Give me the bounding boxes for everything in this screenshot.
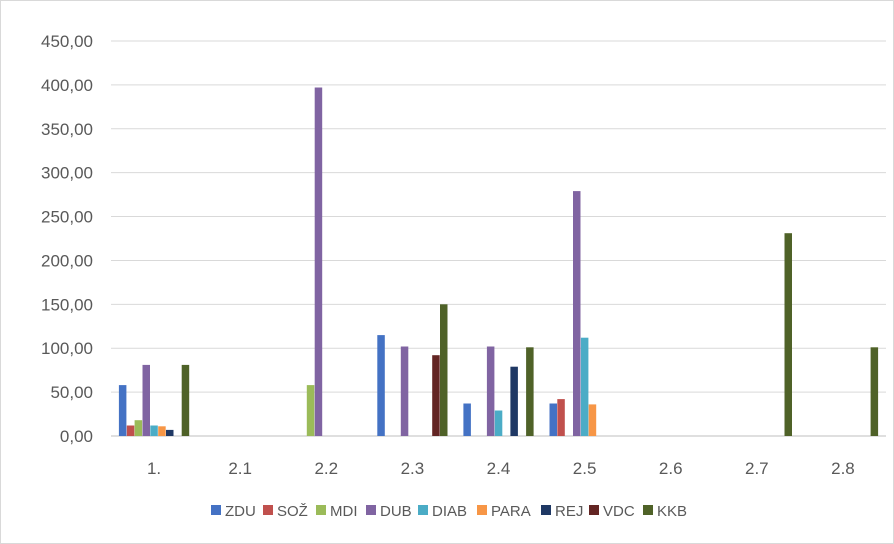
- x-tick-label: 2.8: [831, 459, 855, 478]
- bars: [118, 87, 879, 436]
- gridlines: [111, 40, 886, 437]
- bar-mdi-0: [134, 420, 143, 436]
- legend-swatch-diab: [418, 505, 428, 515]
- bar-rej-0: [166, 429, 174, 436]
- legend-swatch-rej: [541, 505, 551, 515]
- legend-label-sož: SOŽ: [277, 503, 308, 520]
- x-tick-label: 2.5: [573, 459, 597, 478]
- x-tick-label: 2.1: [228, 459, 252, 478]
- y-axis-ticks: 0,00 50,00 100,00 150,00 200,00 250,00 300,00 3…: [41, 32, 93, 446]
- x-tick-label: 2.4: [487, 459, 511, 478]
- bar-dub-0: [142, 364, 150, 436]
- bar-zdu-4: [463, 403, 471, 436]
- legend-label-rej: REJ: [555, 503, 583, 520]
- legend: ZDU SOŽ MDI DUB DIAB PARA REJ VDC KKB: [211, 503, 687, 520]
- legend-swatch-mdi: [316, 505, 326, 515]
- bar-para-0: [158, 426, 166, 436]
- x-tick-label: 2.3: [401, 459, 425, 478]
- y-tick-label: 350,00: [41, 120, 93, 139]
- bar-kkb-8: [870, 347, 879, 436]
- legend-swatch-vdc: [589, 505, 599, 515]
- bar-kkb-3: [440, 304, 448, 436]
- y-tick-label: 50,00: [50, 383, 93, 402]
- bar-sož-5: [557, 399, 565, 436]
- legend-swatch-para: [477, 505, 487, 515]
- x-tick-label: 1.: [147, 459, 161, 478]
- bar-dub-5: [573, 191, 581, 436]
- legend-label-kkb: KKB: [657, 503, 687, 520]
- x-tick-label: 2.7: [745, 459, 769, 478]
- bar-mdi-2: [306, 385, 315, 436]
- bar-dub-3: [400, 346, 409, 436]
- y-tick-label: 200,00: [41, 251, 93, 270]
- legend-swatch-kkb: [643, 505, 653, 515]
- y-tick-label: 450,00: [41, 32, 93, 51]
- y-tick-label: 100,00: [41, 339, 93, 358]
- legend-label-dub: DUB: [380, 503, 412, 520]
- y-tick-label: 0,00: [60, 427, 93, 446]
- legend-label-vdc: VDC: [603, 503, 635, 520]
- bar-dub-2: [314, 87, 323, 436]
- bar-zdu-5: [549, 403, 557, 436]
- bar-rej-4: [510, 366, 518, 436]
- y-tick-label: 400,00: [41, 76, 93, 95]
- x-axis-ticks: 1. 2.1 2.2 2.3 2.4 2.5 2.6 2.7 2.8: [147, 459, 855, 478]
- x-tick-label: 2.6: [659, 459, 683, 478]
- legend-swatch-zdu: [211, 505, 221, 515]
- bar-vdc-3: [432, 355, 440, 436]
- legend-label-mdi: MDI: [330, 503, 358, 520]
- bar-para-5: [588, 404, 597, 436]
- legend-swatch-sož: [263, 505, 273, 515]
- bar-kkb-7: [784, 233, 792, 436]
- x-tick-label: 2.2: [314, 459, 338, 478]
- bar-diab-4: [494, 410, 503, 436]
- bar-dub-4: [486, 346, 495, 436]
- legend-label-para: PARA: [491, 503, 531, 520]
- y-tick-label: 250,00: [41, 208, 93, 227]
- bar-kkb-4: [526, 347, 534, 436]
- legend-swatch-dub: [366, 505, 376, 515]
- bar-zdu-3: [377, 335, 385, 436]
- legend-label-diab: DIAB: [432, 503, 467, 520]
- bar-diab-0: [150, 425, 158, 436]
- bar-zdu-0: [118, 385, 127, 436]
- bar-kkb-0: [181, 364, 190, 436]
- y-tick-label: 150,00: [41, 295, 93, 314]
- bar-sož-0: [126, 425, 135, 436]
- bar-diab-5: [580, 337, 589, 436]
- y-tick-label: 300,00: [41, 164, 93, 183]
- legend-label-zdu: ZDU: [225, 503, 256, 520]
